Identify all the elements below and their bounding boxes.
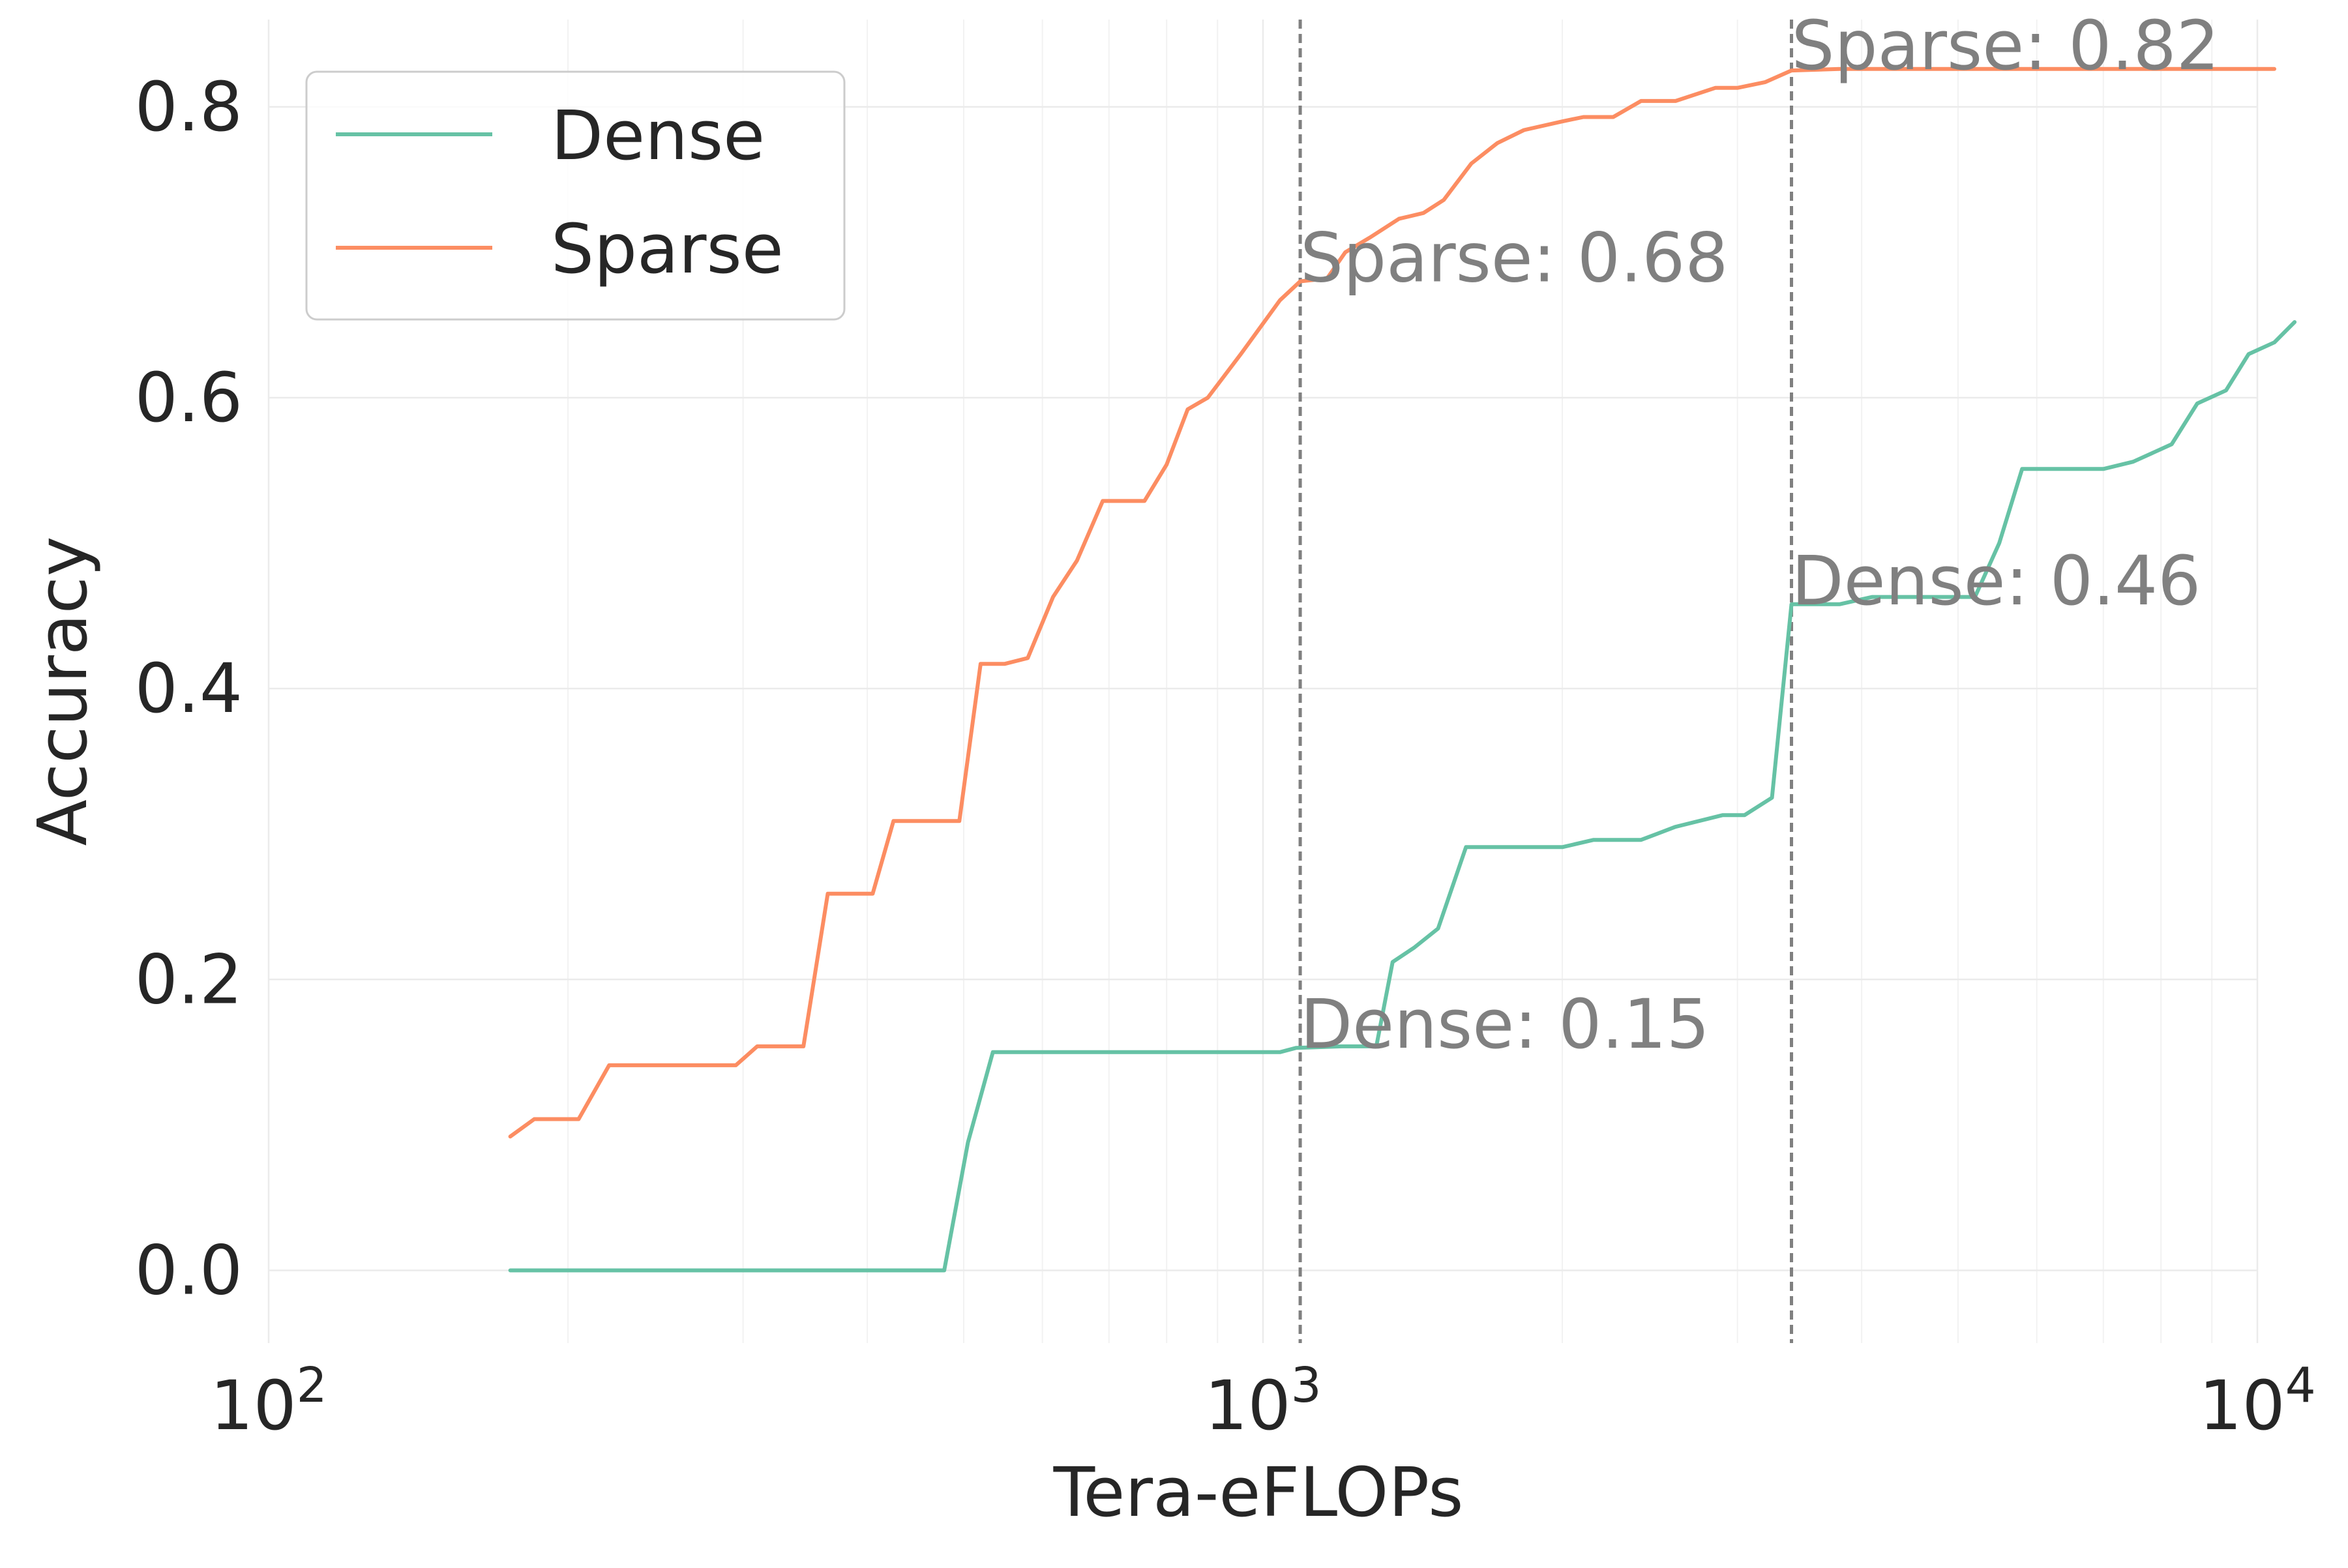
reference-lines (1298, 20, 1794, 1343)
annotation-label: Sparse: 0.82 (1792, 6, 2220, 85)
series-lines (508, 67, 2297, 1273)
legend-label-sparse: Sparse (551, 209, 784, 289)
tick-labels: 0.0 0.2 0.4 0.6 0.8 102 103 104 (135, 67, 2316, 1445)
x-tick-label: 103 (1204, 1357, 1321, 1445)
x-axis-title: Tera-eFLOPs (1053, 1453, 1464, 1532)
annotations: Sparse: 0.82 Sparse: 0.68 Dense: 0.46 Dense… (1300, 6, 2220, 1064)
annotation-label: Dense: 0.15 (1300, 984, 1710, 1064)
y-tick-label: 0.6 (135, 358, 243, 437)
y-axis-title: Accuracy (23, 537, 102, 846)
x-tick-label: 102 (210, 1357, 327, 1445)
x-tick-label: 104 (2199, 1357, 2315, 1445)
series-line-sparse (508, 67, 2276, 1139)
series-line-dense (508, 320, 2297, 1273)
y-tick-label: 0.2 (135, 939, 243, 1019)
y-tick-label: 0.8 (135, 67, 243, 147)
annotation-label: Dense: 0.46 (1792, 541, 2201, 621)
y-tick-label: 0.0 (135, 1230, 243, 1310)
y-tick-label: 0.4 (135, 649, 243, 728)
legend: Dense Sparse (305, 70, 846, 321)
grid (267, 20, 2259, 1343)
annotation-label: Sparse: 0.68 (1300, 218, 1728, 298)
legend-label-dense: Dense (551, 96, 765, 175)
